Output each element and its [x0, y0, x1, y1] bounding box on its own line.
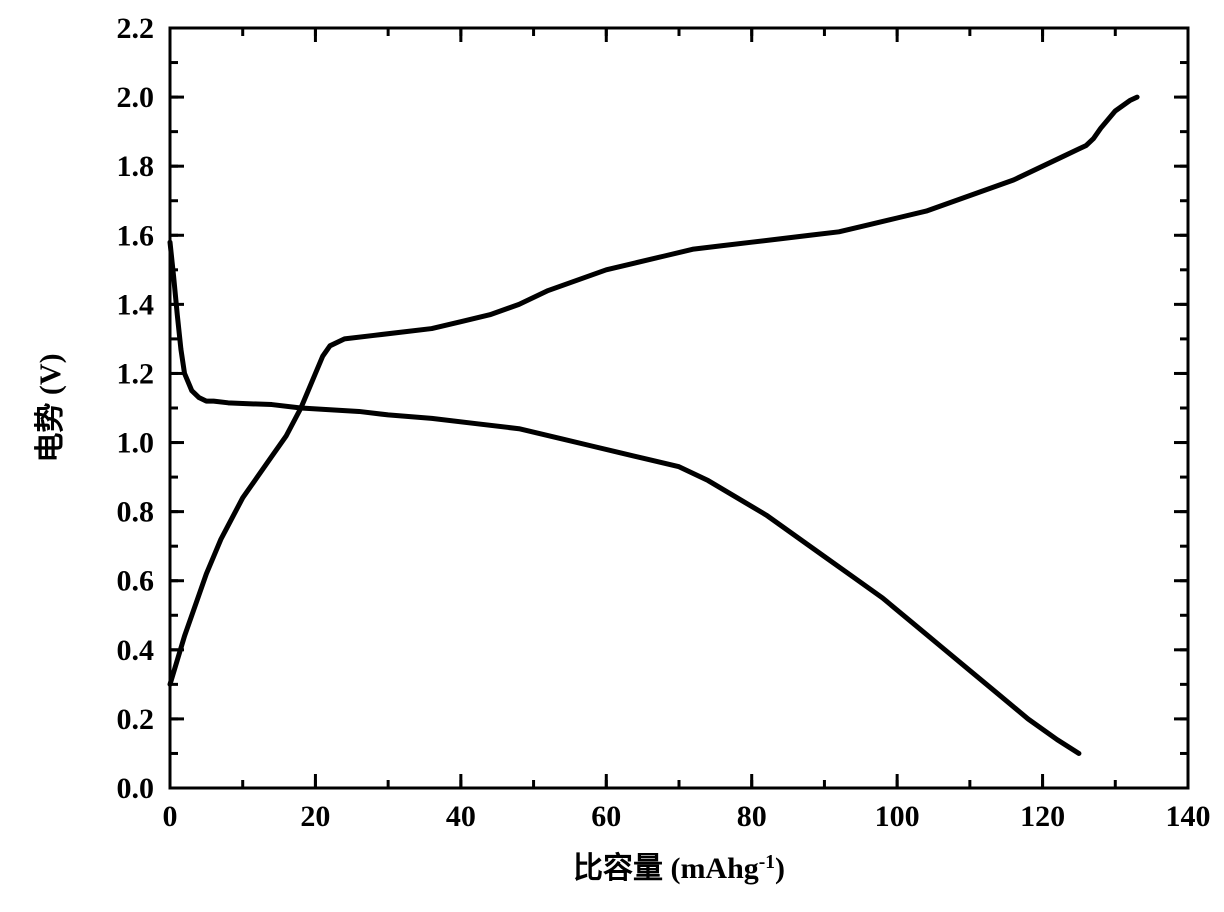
y-axis-title: 电势 (V): [34, 353, 67, 462]
x-tick-label: 20: [300, 800, 330, 833]
y-tick-label: 2.0: [117, 81, 155, 114]
y-tick-label: 1.8: [117, 150, 155, 183]
x-tick-label: 40: [446, 800, 476, 833]
y-tick-label: 0.8: [117, 496, 155, 529]
y-tick-label: 2.2: [117, 12, 155, 45]
x-tick-label: 140: [1166, 800, 1211, 833]
x-tick-label: 120: [1020, 800, 1065, 833]
y-tick-label: 1.4: [117, 288, 155, 321]
y-tick-label: 1.2: [117, 357, 155, 390]
y-tick-label: 0.4: [117, 634, 155, 667]
x-tick-label: 0: [163, 800, 178, 833]
y-tick-label: 0.2: [117, 703, 155, 736]
y-tick-label: 0.6: [117, 565, 155, 598]
y-tick-label: 0.0: [117, 772, 155, 805]
x-tick-label: 60: [591, 800, 621, 833]
x-tick-label: 100: [875, 800, 920, 833]
y-tick-label: 1.0: [117, 427, 155, 460]
y-tick-label: 1.6: [117, 219, 155, 252]
chart-container: 0 20 40 60 80 100 120 140 0.0 0.2 0.4 0.6 0.8 1.0 1.2 1…: [0, 0, 1224, 912]
x-axis-title: 比容量 (mAhg-1): [573, 852, 785, 886]
x-tick-label: 80: [737, 800, 767, 833]
voltage-capacity-chart: 0 20 40 60 80 100 120 140 0.0 0.2 0.4 0.6 0.8 1.0 1.2 1…: [0, 0, 1224, 912]
